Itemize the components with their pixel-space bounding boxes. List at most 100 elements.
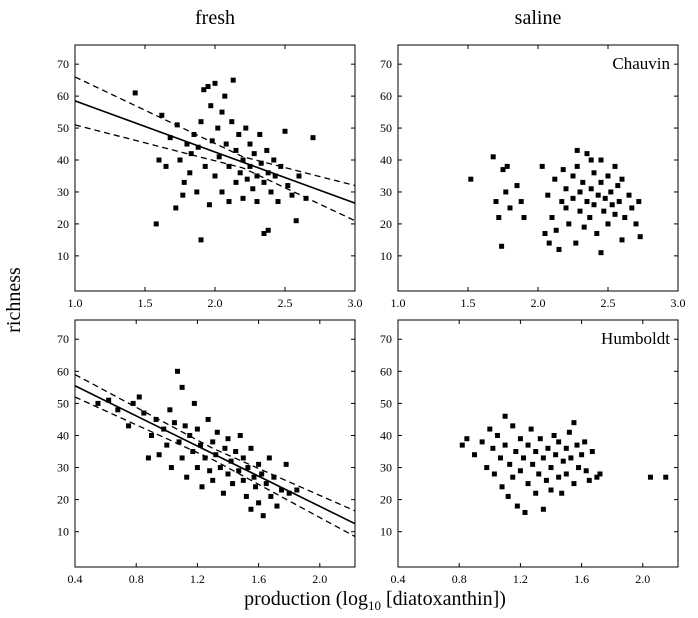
plot-frame bbox=[74, 319, 356, 568]
data-point bbox=[525, 442, 531, 448]
data-point bbox=[222, 445, 228, 451]
data-point bbox=[615, 183, 621, 189]
data-point bbox=[560, 167, 566, 173]
data-point bbox=[589, 449, 595, 455]
data-point bbox=[226, 163, 232, 169]
y-tick-label: 30 bbox=[380, 185, 392, 199]
data-point bbox=[195, 144, 201, 150]
data-point bbox=[243, 493, 249, 499]
data-point bbox=[228, 458, 234, 464]
data-point bbox=[145, 455, 151, 461]
data-point bbox=[552, 176, 558, 182]
data-point bbox=[602, 195, 608, 201]
data-point bbox=[533, 490, 539, 496]
data-point bbox=[272, 173, 278, 179]
x-tick-label: 2.5 bbox=[278, 296, 293, 310]
data-point bbox=[514, 183, 520, 189]
data-point bbox=[198, 237, 204, 243]
data-point bbox=[521, 215, 527, 221]
data-point bbox=[459, 442, 465, 448]
data-point bbox=[563, 471, 569, 477]
data-point bbox=[293, 218, 299, 224]
data-point bbox=[226, 199, 232, 205]
data-point bbox=[536, 471, 542, 477]
y-tick-label: 40 bbox=[380, 428, 392, 442]
data-point bbox=[574, 163, 580, 169]
data-point bbox=[498, 455, 504, 461]
data-point bbox=[500, 167, 506, 173]
data-point bbox=[551, 432, 557, 438]
data-point bbox=[545, 192, 551, 198]
x-tick-label: 1.0 bbox=[68, 296, 83, 310]
fit-line bbox=[74, 373, 356, 512]
data-point bbox=[210, 477, 216, 483]
data-point bbox=[571, 481, 577, 487]
data-point bbox=[230, 481, 236, 487]
data-point bbox=[533, 449, 539, 455]
y-tick-label: 60 bbox=[380, 89, 392, 103]
y-tick-label: 40 bbox=[57, 153, 69, 167]
data-point bbox=[194, 465, 200, 471]
data-point bbox=[510, 474, 516, 480]
data-point bbox=[180, 192, 186, 198]
data-point bbox=[491, 471, 497, 477]
x-tick-label: 0.8 bbox=[129, 572, 144, 586]
data-point bbox=[479, 439, 485, 445]
y-tick-label: 20 bbox=[380, 493, 392, 507]
data-point bbox=[560, 458, 566, 464]
data-point bbox=[490, 154, 496, 160]
data-point bbox=[254, 173, 260, 179]
data-point bbox=[251, 474, 257, 480]
x-tick-label: 3.0 bbox=[671, 296, 686, 310]
data-point bbox=[149, 432, 155, 438]
data-point bbox=[581, 224, 587, 230]
column-title: fresh bbox=[195, 7, 235, 29]
data-point bbox=[179, 384, 185, 390]
data-point bbox=[496, 215, 502, 221]
data-point bbox=[568, 455, 574, 461]
data-point bbox=[177, 157, 183, 163]
data-point bbox=[530, 461, 536, 467]
data-point bbox=[175, 368, 181, 374]
data-point bbox=[285, 183, 291, 189]
data-point bbox=[577, 208, 583, 214]
fit-line bbox=[74, 396, 356, 538]
data-point bbox=[612, 163, 618, 169]
data-point bbox=[598, 179, 604, 185]
data-point bbox=[537, 436, 543, 442]
data-point bbox=[212, 173, 218, 179]
data-point bbox=[278, 163, 284, 169]
data-point bbox=[190, 449, 196, 455]
data-point bbox=[499, 243, 505, 249]
data-point bbox=[132, 90, 138, 96]
data-point bbox=[484, 465, 490, 471]
data-point bbox=[197, 442, 203, 448]
data-point bbox=[159, 112, 165, 118]
data-point bbox=[225, 436, 231, 442]
data-point bbox=[233, 179, 239, 185]
data-point bbox=[164, 442, 170, 448]
data-point bbox=[205, 84, 211, 90]
data-point bbox=[612, 211, 618, 217]
data-point bbox=[216, 154, 222, 160]
data-point bbox=[571, 420, 577, 426]
data-point bbox=[310, 135, 316, 141]
data-point bbox=[265, 227, 271, 233]
data-point bbox=[233, 147, 239, 153]
data-point bbox=[191, 131, 197, 137]
data-point bbox=[237, 170, 243, 176]
x-tick-label: 0.8 bbox=[452, 572, 467, 586]
y-tick-label: 20 bbox=[57, 217, 69, 231]
data-point bbox=[184, 141, 190, 147]
data-point bbox=[176, 439, 182, 445]
data-point bbox=[220, 490, 226, 496]
data-point bbox=[230, 77, 236, 83]
data-point bbox=[540, 455, 546, 461]
data-point bbox=[130, 400, 136, 406]
data-point bbox=[208, 103, 214, 109]
data-point bbox=[303, 195, 309, 201]
data-point bbox=[553, 227, 559, 233]
data-point bbox=[517, 436, 523, 442]
data-point bbox=[576, 465, 582, 471]
data-point bbox=[201, 87, 207, 93]
